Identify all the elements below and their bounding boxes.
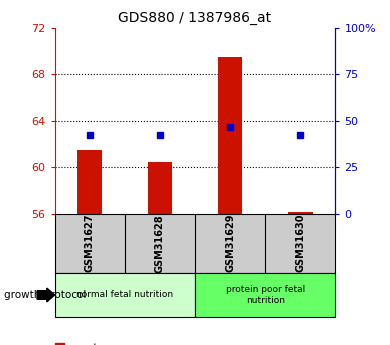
Text: GSM31628: GSM31628 bbox=[155, 214, 165, 273]
Bar bbox=[147, 161, 172, 214]
Bar bbox=[77, 150, 102, 214]
Bar bbox=[288, 211, 313, 214]
Bar bbox=[195, 273, 335, 317]
Text: growth protocol: growth protocol bbox=[4, 290, 86, 300]
Text: protein poor fetal
nutrition: protein poor fetal nutrition bbox=[225, 285, 305, 305]
Title: GDS880 / 1387986_at: GDS880 / 1387986_at bbox=[119, 11, 271, 25]
Text: normal fetal nutrition: normal fetal nutrition bbox=[76, 290, 174, 299]
Bar bbox=[55, 273, 195, 317]
Text: GSM31627: GSM31627 bbox=[85, 214, 95, 273]
Text: GSM31630: GSM31630 bbox=[295, 214, 305, 273]
Bar bbox=[218, 57, 242, 214]
Text: count: count bbox=[68, 343, 98, 345]
Text: GSM31629: GSM31629 bbox=[225, 214, 235, 273]
